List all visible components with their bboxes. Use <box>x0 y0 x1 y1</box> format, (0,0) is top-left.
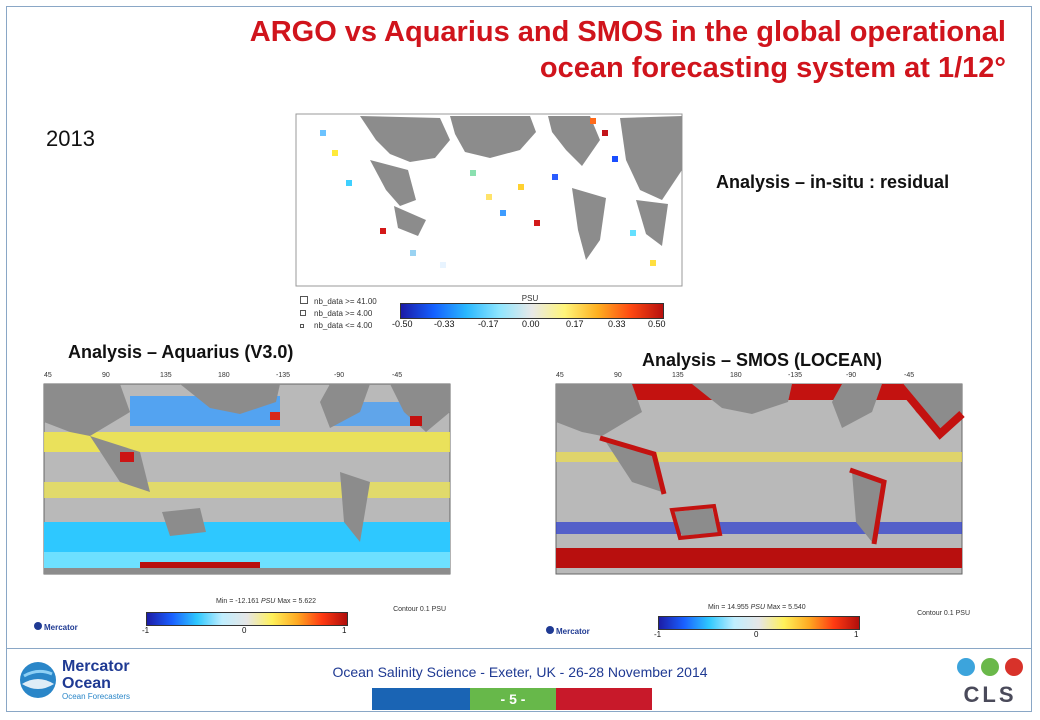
year-label: 2013 <box>46 126 95 151</box>
slide-frame <box>6 6 1032 712</box>
smos-top-tick: 180 <box>730 372 742 379</box>
cls-logo-text: CLS <box>963 682 1017 707</box>
aquarius-top-tick: 45 <box>44 372 52 379</box>
smos-logo-mark <box>546 626 554 634</box>
title-line-2: ocean forecasting system at 1/12° <box>539 52 1006 84</box>
footer-divider <box>6 648 1032 649</box>
aquarius-top-tick: 90 <box>102 372 110 379</box>
aquarius-colorbar <box>146 612 348 626</box>
page-bar-blue <box>372 688 470 710</box>
residual-tick: 0.50 <box>648 319 666 329</box>
smos-stats-min: Min = 14.955 <box>708 604 749 611</box>
smos-colorbar <box>658 616 860 630</box>
smos-top-tick: 45 <box>556 372 564 379</box>
label-residual: Analysis – in-situ : residual <box>716 172 950 192</box>
residual-tick: 0.17 <box>566 319 584 329</box>
smos-contour: Contour 0.1 PSU <box>917 610 970 617</box>
legend-row-1-label: nb_data >= <box>314 297 355 306</box>
mercator-globe-icon <box>20 662 56 698</box>
slide-title: ARGO vs Aquarius and SMOS in the global … <box>26 14 1006 86</box>
smos-top-tick: -90 <box>846 372 857 379</box>
aquarius-contour: Contour 0.1 PSU <box>393 606 446 613</box>
aquarius-top-tick: 135 <box>160 372 172 379</box>
smos-stats-unit: PSU <box>750 604 766 611</box>
label-aquarius: Analysis – Aquarius (V3.0) <box>68 342 294 362</box>
aquarius-stats-min: Min = -12.161 <box>216 598 259 605</box>
smos-map-graphic <box>542 372 974 642</box>
residual-colorbar: PSU -0.50 -0.33 -0.17 0.00 0.17 0.33 0.5… <box>392 294 668 331</box>
aquarius-top-tick: -135 <box>276 372 291 379</box>
residual-tick: 0.33 <box>608 319 626 329</box>
aquarius-cbar-tick: 0 <box>242 626 247 635</box>
residual-tick: -0.50 <box>392 319 413 329</box>
aquarius-stats: Min = -12.161 PSU Max = 5.622 <box>216 598 316 605</box>
smos-stats: Min = 14.955 PSU Max = 5.540 <box>708 604 806 611</box>
residual-legend: nb_data >= 41.00 nb_data >= 4.00 nb_data… <box>300 296 377 332</box>
legend-row-2-value: 4.00 <box>356 309 373 318</box>
aquarius-stats-unit: PSU <box>260 598 276 605</box>
mercator-ocean-logo: Mercator Ocean Ocean Forecasters <box>16 654 146 706</box>
aquarius-map: 45 90 135 180 -135 -90 -45 Min = -12.161… <box>30 372 460 642</box>
legend-row-2: nb_data >= 4.00 <box>300 308 377 320</box>
footer-text: Ocean Salinity Science - Exeter, UK - 26… <box>332 664 708 680</box>
cls-circles-icon <box>957 658 1023 676</box>
page-bar-red <box>556 688 652 710</box>
legend-row-3: nb_data <= 4.00 <box>300 320 377 332</box>
aquarius-top-tick: -45 <box>392 372 403 379</box>
aquarius-top-tick: 180 <box>218 372 230 379</box>
residual-tick: -0.33 <box>434 319 455 329</box>
residual-tick: 0.00 <box>522 319 540 329</box>
legend-row-3-value: 4.00 <box>356 321 373 330</box>
mercator-logo-line1: Mercator <box>62 658 130 675</box>
residual-map-graphic <box>290 110 688 290</box>
mercator-logo-tagline: Ocean Forecasters <box>62 692 131 701</box>
smos-top-ticks: 45 90 135 180 -135 -90 -45 <box>556 372 962 384</box>
aquarius-top-tick: -90 <box>334 372 345 379</box>
aquarius-map-graphic <box>30 372 460 642</box>
legend-row-2-label: nb_data >= <box>314 309 355 318</box>
smos-stats-max: Max = 5.540 <box>766 604 806 611</box>
residual-colorbar-unit: PSU <box>521 294 539 303</box>
smos-cbar-tick: 0 <box>754 630 759 639</box>
legend-row-1: nb_data >= 41.00 <box>300 296 377 308</box>
smos-map: 45 90 135 180 -135 -90 -45 Min = 14.955 … <box>542 372 974 642</box>
title-line-1: ARGO vs Aquarius and SMOS in the global … <box>249 16 1006 48</box>
aquarius-stats-max: Max = 5.622 <box>277 598 317 605</box>
residual-map <box>290 110 688 290</box>
smos-cbar-tick: 1 <box>854 630 859 639</box>
smos-top-tick: -135 <box>788 372 803 379</box>
smos-cbar-tick: -1 <box>654 630 662 639</box>
page-number: - 5 - <box>470 688 556 710</box>
aquarius-logo-text: Mercator <box>44 623 78 632</box>
smos-logo-text: Mercator <box>556 627 590 636</box>
aquarius-top-ticks: 45 90 135 180 -135 -90 -45 <box>44 372 450 384</box>
aquarius-cbar-tick: -1 <box>142 626 150 635</box>
mercator-logo-line2: Ocean <box>62 675 111 692</box>
residual-data-points <box>320 118 656 268</box>
legend-row-3-label: nb_data <= <box>314 321 355 330</box>
aquarius-cbar-tick: 1 <box>342 626 347 635</box>
residual-tick: -0.17 <box>478 319 499 329</box>
smos-top-tick: 90 <box>614 372 622 379</box>
aquarius-logo-mark <box>34 622 42 630</box>
label-smos: Analysis – SMOS (LOCEAN) <box>642 350 883 370</box>
cls-logo: CLS <box>950 656 1030 707</box>
smos-mercator-logo: Mercator <box>546 626 590 636</box>
smos-top-tick: -45 <box>904 372 915 379</box>
residual-colorbar-gradient <box>400 303 664 319</box>
legend-row-1-value: 41.00 <box>356 297 377 306</box>
aquarius-mercator-logo: Mercator <box>34 622 78 632</box>
smos-top-tick: 135 <box>672 372 684 379</box>
